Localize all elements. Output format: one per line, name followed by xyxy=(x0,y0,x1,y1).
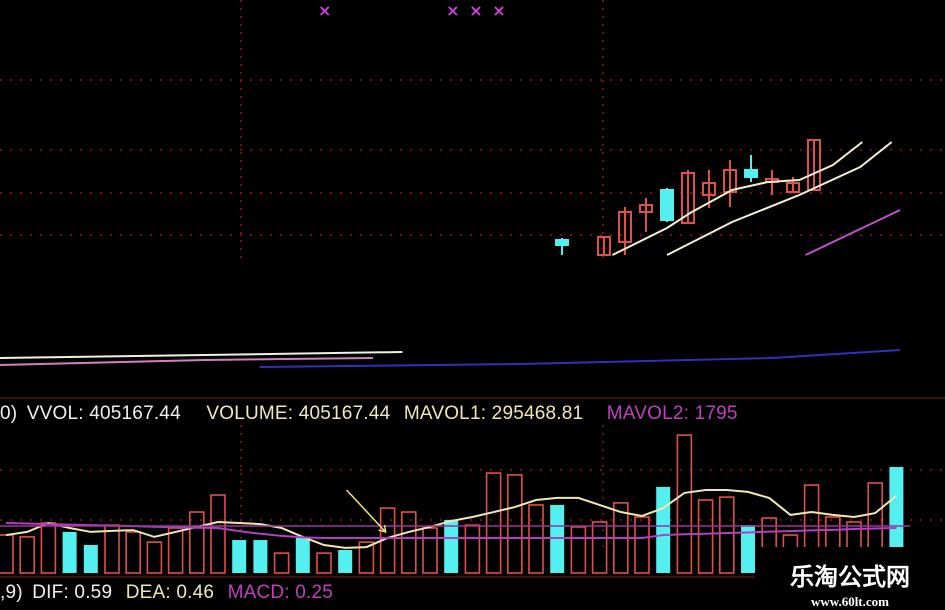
macd-header: ,9) DIF: 0.59 DEA: 0.46 MACD: 0.25 xyxy=(0,582,333,604)
volume-prefix: 0) xyxy=(0,403,18,424)
volume-bar xyxy=(232,540,247,573)
candle-body xyxy=(597,236,611,256)
volume-bar xyxy=(210,494,226,574)
volume-bar xyxy=(189,511,205,574)
volume-bar xyxy=(295,537,310,573)
candle-body xyxy=(660,189,674,221)
volume-bar xyxy=(316,552,332,574)
watermark: 乐淘公式网 www.60lt.com xyxy=(755,547,945,609)
arrow-head-icon xyxy=(378,524,387,534)
price-panel: × × × × xyxy=(0,1,901,368)
volume-bar xyxy=(528,504,544,574)
volume-bar xyxy=(40,522,57,574)
volume-bar xyxy=(570,526,587,574)
macd-value: MACD: 0.25 xyxy=(227,582,334,603)
volume-bar xyxy=(0,534,14,574)
arrow-annotation xyxy=(346,489,387,533)
volume-bar xyxy=(485,472,502,574)
ma-line xyxy=(611,141,863,256)
candle-body xyxy=(618,211,632,243)
dea-value: DEA: 0.46 xyxy=(125,582,215,603)
volume-ma-line xyxy=(5,489,898,549)
volume-bar xyxy=(83,545,98,573)
volume-bar xyxy=(697,499,714,574)
candle-body xyxy=(807,139,821,191)
volume-bar xyxy=(422,527,438,574)
volume-bar xyxy=(273,552,290,574)
volume-bar xyxy=(338,549,353,573)
candle-body xyxy=(555,239,569,246)
volume-bar xyxy=(62,531,77,573)
macd-prefix: ,9) xyxy=(0,582,23,603)
volume-bar xyxy=(741,525,755,573)
volume-bar xyxy=(400,511,417,574)
marker-cross: × xyxy=(446,1,459,20)
volume-header: 0) VVOL: 405167.44 VOLUME: 405167.44 MAV… xyxy=(0,403,738,425)
volume-bar xyxy=(253,540,268,573)
candle-body xyxy=(744,169,758,178)
candle-body xyxy=(639,204,653,213)
volume-bar xyxy=(125,531,141,574)
volume-bar xyxy=(676,434,693,574)
grid-lines xyxy=(0,0,945,578)
indicator-line xyxy=(0,351,403,359)
volume-bar xyxy=(167,527,184,574)
volume-bar xyxy=(506,474,523,574)
volume-bar xyxy=(146,541,163,574)
volume-bar xyxy=(550,504,565,573)
marker-cross: × xyxy=(318,1,331,20)
volume-bar xyxy=(656,486,671,573)
volume-panel xyxy=(0,434,910,574)
volume-bar xyxy=(444,519,459,573)
indicator-line xyxy=(0,357,374,366)
volume-bar xyxy=(634,516,650,574)
volume-bar xyxy=(358,541,375,574)
watermark-title: 乐淘公式网 xyxy=(790,563,910,591)
volume-bar xyxy=(19,536,36,574)
indicator-line xyxy=(259,349,901,368)
volume-bar xyxy=(718,496,735,574)
ma-line xyxy=(666,141,893,256)
candle-body xyxy=(702,182,716,196)
volume-bar xyxy=(591,521,608,574)
volume-bar xyxy=(889,466,904,573)
volume-bar xyxy=(104,524,120,574)
vvol-value: VVOL: 405167.44 xyxy=(26,403,181,424)
candle-body xyxy=(786,182,800,193)
marker-cross: × xyxy=(492,1,505,20)
ma-line xyxy=(805,209,901,256)
volume-bar xyxy=(464,524,481,574)
watermark-url: www.60lt.com xyxy=(811,594,889,609)
volume-value: VOLUME: 405167.44 xyxy=(206,403,391,424)
mavol2-value: MAVOL2: 1795 xyxy=(606,403,738,424)
dif-value: DIF: 0.59 xyxy=(32,582,113,603)
marker-cross: × xyxy=(469,1,482,20)
candle-body xyxy=(681,172,695,224)
mavol1-value: MAVOL1: 295468.81 xyxy=(403,403,584,424)
